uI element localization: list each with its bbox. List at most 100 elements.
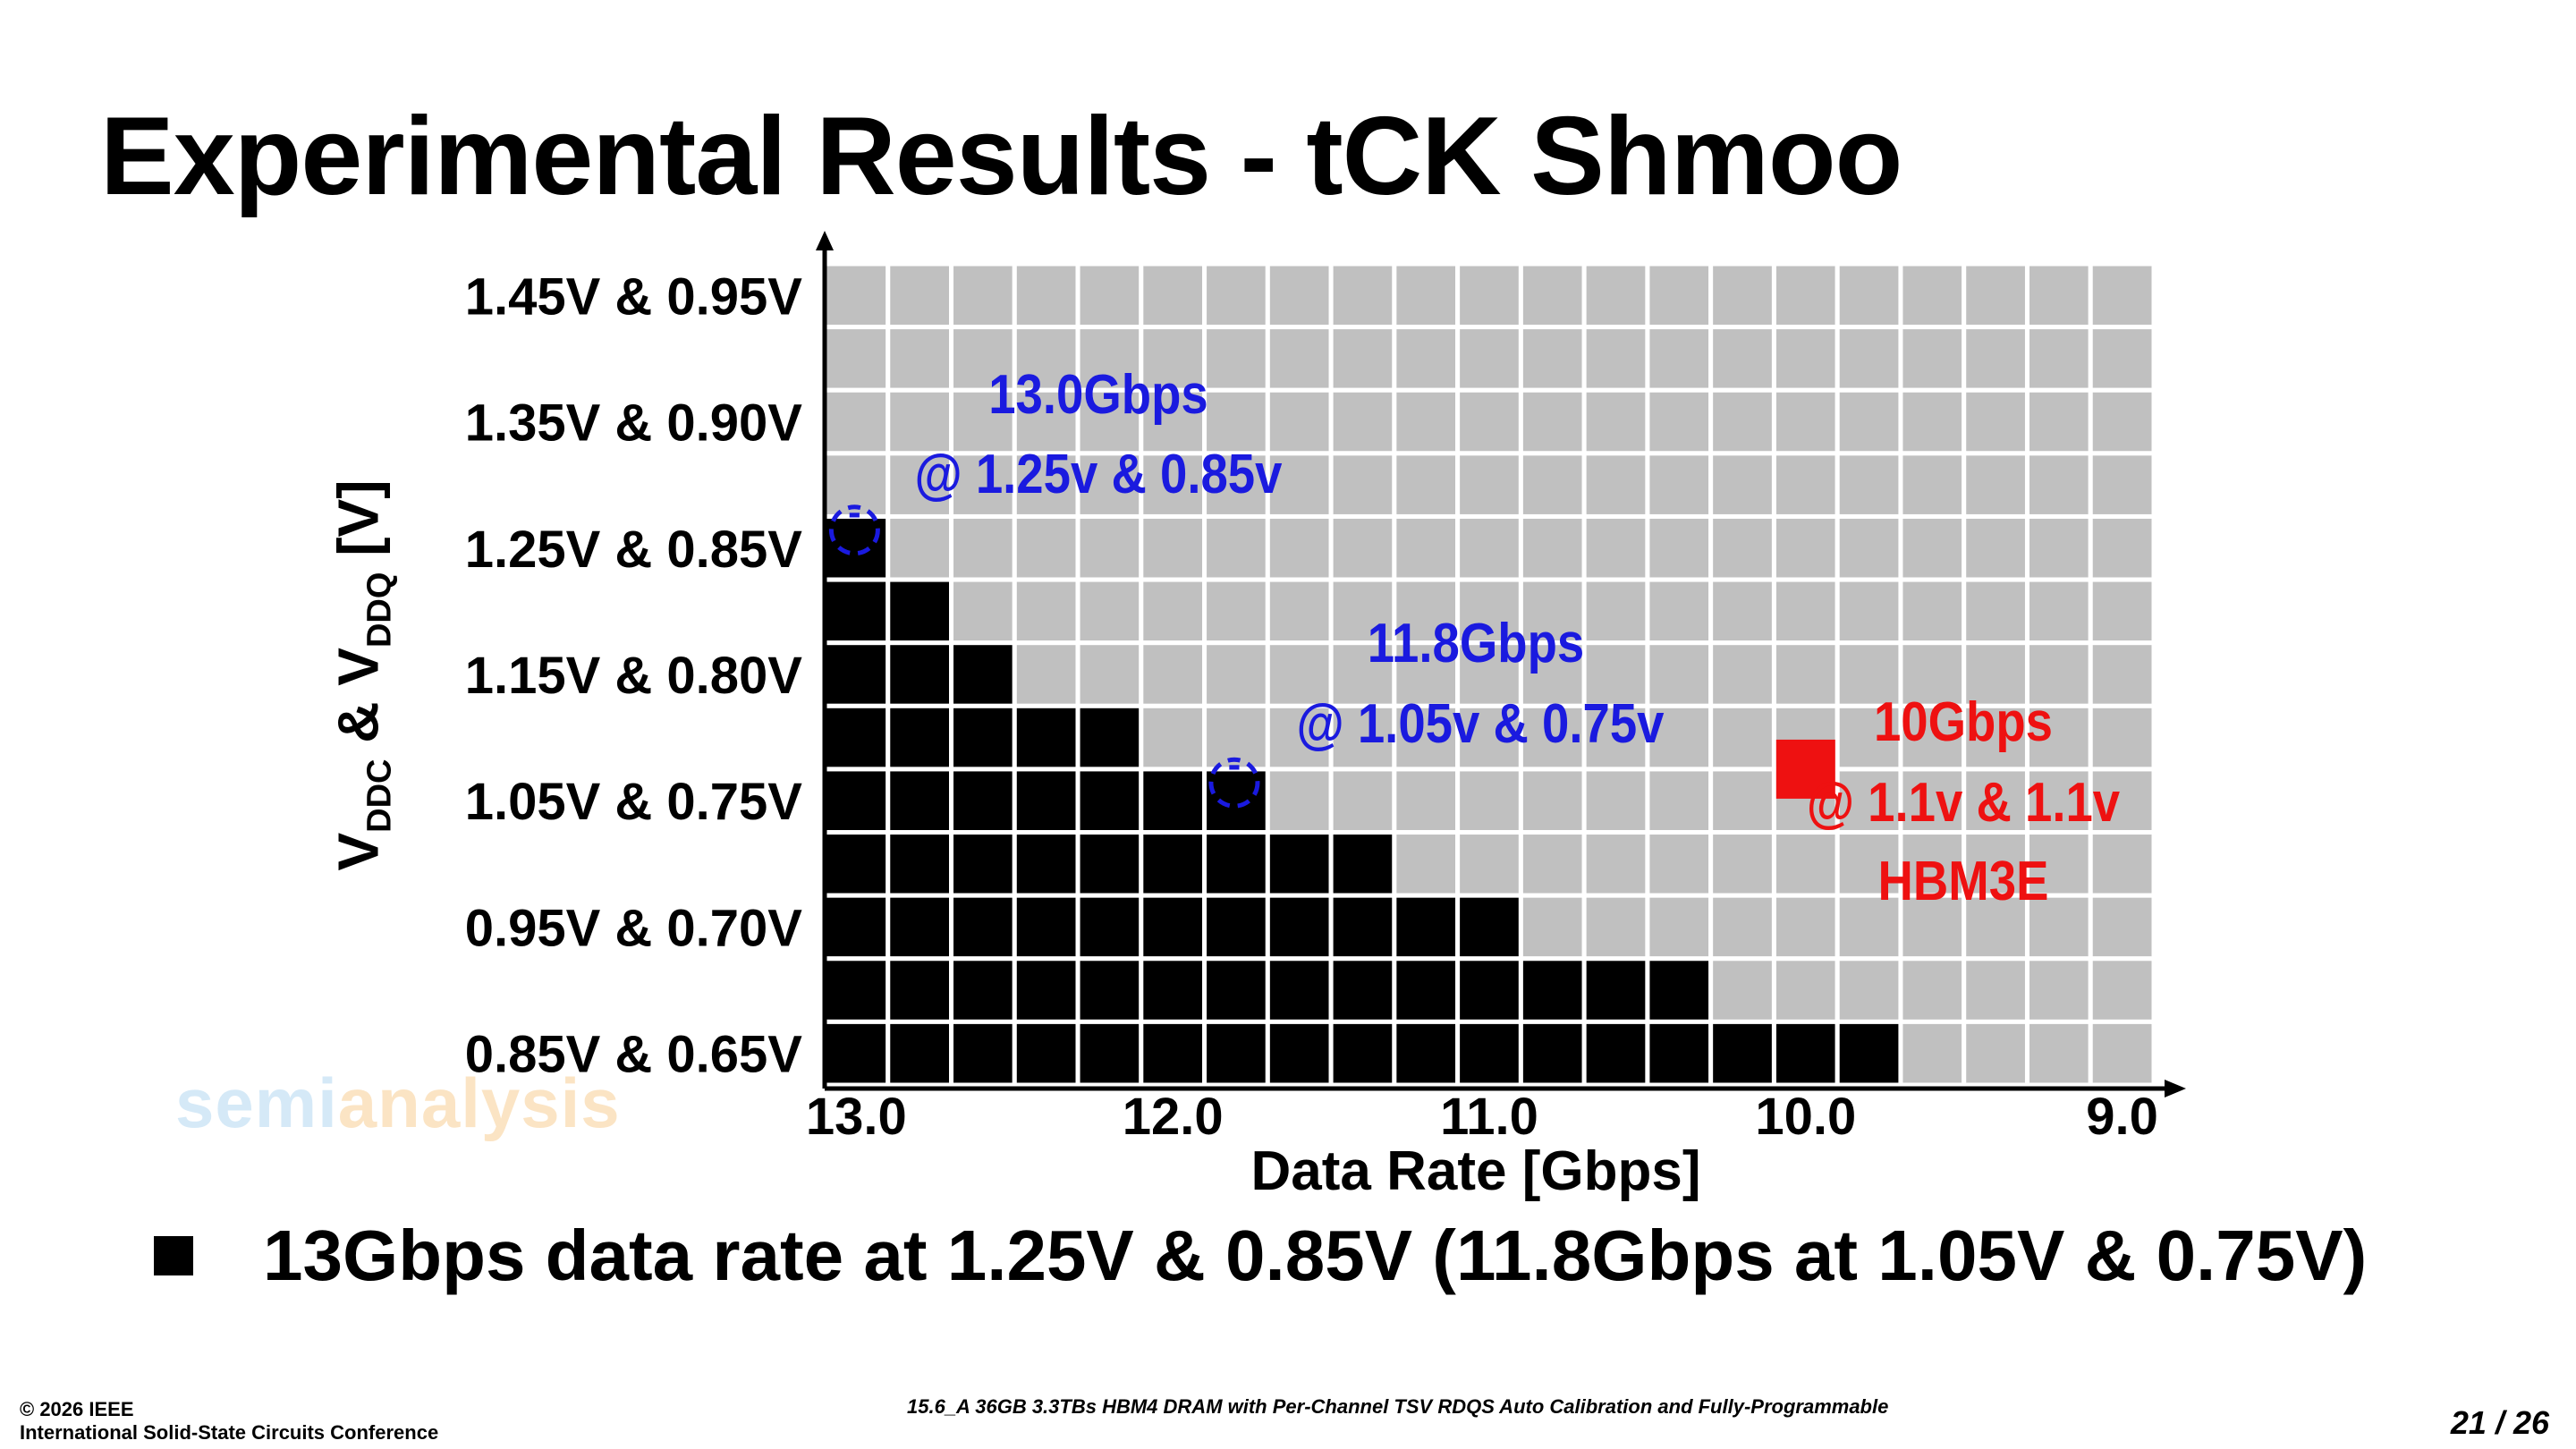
- shmoo-cell: [1139, 261, 1208, 330]
- shmoo-cell: [1581, 387, 1650, 456]
- shmoo-cell: [1898, 1019, 1967, 1088]
- shmoo-cell: [1835, 261, 1903, 330]
- shmoo-cell: [822, 577, 891, 646]
- shmoo-cell: [1012, 703, 1080, 772]
- shmoo-cell: [1708, 261, 1776, 330]
- shmoo-cell: [1962, 513, 2029, 582]
- y-tick-label: 1.05V & 0.75V: [465, 773, 803, 831]
- footer-copyright: © 2026 IEEE: [20, 1398, 134, 1420]
- shmoo-cell: [886, 325, 954, 393]
- shmoo-cell: [949, 513, 1017, 582]
- shmoo-cell: [949, 893, 1017, 962]
- x-tick-label: 13.0: [806, 1088, 907, 1146]
- shmoo-cell: [1708, 703, 1776, 772]
- shmoo-cell: [1455, 387, 1523, 456]
- shmoo-cell: [1835, 1019, 1903, 1088]
- shmoo-cell: [1139, 703, 1208, 772]
- shmoo-cell: [1581, 325, 1650, 393]
- shmoo-cell: [2024, 577, 2093, 646]
- shmoo-cell: [1898, 387, 1967, 456]
- shmoo-cell: [1075, 767, 1144, 835]
- shmoo-cell: [1392, 893, 1461, 962]
- y-tick-label: 1.45V & 0.95V: [465, 267, 803, 326]
- shmoo-cell: [1455, 893, 1523, 962]
- shmoo-cell: [1455, 830, 1523, 898]
- shmoo-cell: [1265, 261, 1334, 330]
- shmoo-cell: [886, 893, 954, 962]
- shmoo-cell: [1581, 451, 1650, 519]
- shmoo-cell: [1518, 956, 1587, 1024]
- shmoo-cell: [886, 640, 954, 708]
- shmoo-cell: [1392, 1019, 1461, 1088]
- shmoo-cell: [1392, 703, 1461, 772]
- shmoo-cell: [1455, 1019, 1523, 1088]
- shmoo-cell: [822, 956, 891, 1024]
- shmoo-cell: [949, 956, 1017, 1024]
- shmoo-cell: [1581, 956, 1650, 1024]
- shmoo-cell: [1012, 577, 1080, 646]
- shmoo-cell: [1265, 577, 1334, 646]
- footer-paper-title: 15.6_A 36GB 3.3TBs HBM4 DRAM with Per-Ch…: [907, 1395, 1889, 1418]
- shmoo-cell: [1139, 1019, 1208, 1088]
- shmoo-cell: [949, 577, 1017, 646]
- shmoo-cell: [1962, 261, 2029, 330]
- shmoo-cell: [1962, 577, 2029, 646]
- shmoo-cell: [1075, 893, 1144, 962]
- shmoo-cell: [2088, 1019, 2157, 1088]
- shmoo-cell: [1012, 513, 1080, 582]
- shmoo-cell: [1202, 640, 1270, 708]
- shmoo-cell: [1708, 893, 1776, 962]
- shmoo-cell: [1202, 767, 1270, 835]
- shmoo-cell: [2088, 956, 2157, 1024]
- shmoo-cell: [1708, 325, 1776, 393]
- shmoo-cell: [1012, 956, 1080, 1024]
- shmoo-cell: [1771, 513, 1840, 582]
- shmoo-cell: [886, 830, 954, 898]
- shmoo-cell: [1139, 830, 1208, 898]
- x-tick-label: 9.0: [2086, 1088, 2158, 1146]
- marker-label: -: [1228, 742, 1241, 786]
- x-tick-label: 10.0: [1755, 1088, 1856, 1146]
- shmoo-cell: [1202, 513, 1270, 582]
- y-tick-label: 1.15V & 0.80V: [465, 647, 803, 705]
- shmoo-cell: [1265, 387, 1334, 456]
- shmoo-cell: [1392, 387, 1461, 456]
- shmoo-cell: [1962, 325, 2029, 393]
- shmoo-cell: [1265, 830, 1334, 898]
- shmoo-cell: [1455, 767, 1523, 835]
- shmoo-cell: [1518, 767, 1587, 835]
- shmoo-cell: [1581, 830, 1650, 898]
- shmoo-cell: [1328, 830, 1397, 898]
- watermark-logo: semianalysis: [175, 1063, 621, 1144]
- shmoo-cell: [2024, 325, 2093, 393]
- slide-title: Experimental Results - tCK Shmoo: [100, 95, 1902, 218]
- shmoo-cell: [2024, 956, 2093, 1024]
- annotation-11-8gbps-voltage: @ 1.05v & 0.75v: [1297, 693, 1665, 755]
- shmoo-cell: [1518, 830, 1587, 898]
- shmoo-cell: [1518, 261, 1587, 330]
- shmoo-cell: [1771, 640, 1840, 708]
- y-axis-label-mid: & V: [326, 648, 391, 759]
- shmoo-cell: [1392, 767, 1461, 835]
- shmoo-cell: [949, 261, 1017, 330]
- shmoo-cell: [1771, 451, 1840, 519]
- shmoo-cell: [1835, 767, 1903, 835]
- shmoo-cell: [822, 325, 891, 393]
- shmoo-cell: [1835, 451, 1903, 519]
- shmoo-cell: [1962, 1019, 2029, 1088]
- shmoo-cell: [2024, 451, 2093, 519]
- x-axis-arrow-icon: [2165, 1080, 2186, 1097]
- shmoo-cell: [1328, 577, 1397, 646]
- shmoo-cell: [1518, 451, 1587, 519]
- shmoo-cell: [1898, 261, 1967, 330]
- shmoo-cell: [1645, 387, 1714, 456]
- shmoo-cell: [2024, 513, 2093, 582]
- shmoo-cell: [1835, 640, 1903, 708]
- shmoo-cell: [1392, 325, 1461, 393]
- shmoo-cell: [886, 703, 954, 772]
- shmoo-cell: [1392, 451, 1461, 519]
- y-axis-label-main: V: [326, 832, 391, 871]
- shmoo-cell: [1075, 451, 1144, 519]
- annotation-13gbps-voltage: @ 1.25v & 0.85v: [915, 444, 1283, 505]
